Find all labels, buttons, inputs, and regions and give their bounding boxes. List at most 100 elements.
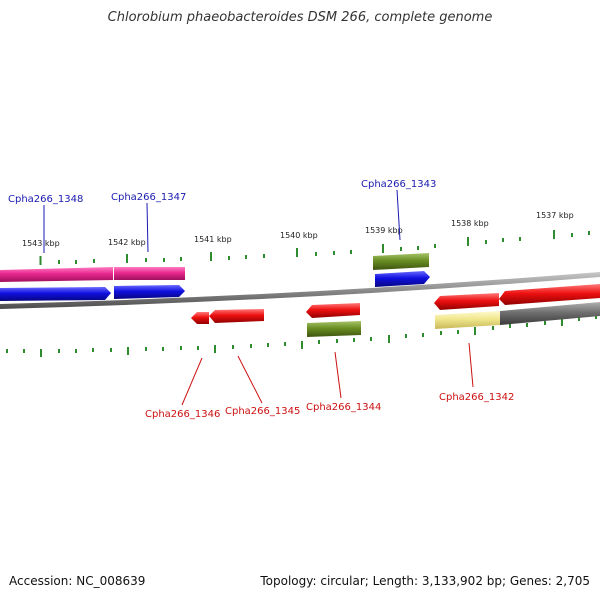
gene-arrow-red[interactable] [306,303,360,318]
tick-minor [228,256,230,260]
tick-minor [422,333,424,337]
tick-minor [145,347,147,351]
tick-major [553,230,555,239]
tick-minor [400,247,402,251]
label-leader-line [146,202,149,253]
tick-major [388,335,390,343]
gene-arrow-red[interactable] [499,284,600,305]
tick-minor [434,244,436,248]
tick-minor [267,343,269,347]
tick-minor [509,324,511,328]
tick-major [474,327,476,335]
gene-arrow-red[interactable] [434,293,499,310]
gene-arrow-blue[interactable] [375,271,430,287]
label-leader-line [181,357,203,406]
map-title: Chlorobium phaeobacteroides DSM 266, com… [107,10,493,25]
tick-minor [350,250,352,254]
accession-text: Accession: NC_008639 [9,574,146,588]
gene-label[interactable]: Cpha266_1347 [111,192,186,203]
tick-minor [162,347,164,351]
label-leader-line [396,189,401,241]
tick-label: 1540 kbp [280,231,318,240]
tick-minor [526,323,528,327]
gene-label[interactable]: Cpha266_1342 [439,392,514,403]
tick-label: 1537 kbp [536,211,574,220]
gene-arrow-olive[interactable] [307,321,361,337]
gene-label[interactable]: Cpha266_1345 [225,406,300,417]
gene-block-gray[interactable] [500,302,600,325]
tick-minor [405,334,407,338]
forward-gene-labels: Cpha266_1348 Cpha266_1347 Cpha266_1343 [8,179,436,205]
tick-minor [250,344,252,348]
genome-backbone [0,272,600,309]
reverse-genes [191,284,600,337]
label-leader-line [468,342,474,388]
upper-ticks [39,230,590,265]
tick-minor [93,259,95,263]
tick-major [467,237,469,246]
gene-arrow-blue[interactable] [114,285,185,299]
gene-arrow-olive[interactable] [373,253,429,270]
tick-major [127,347,129,355]
tick-minor [315,252,317,256]
tick-minor [180,346,182,350]
tick-minor [457,330,459,334]
forward-genes [0,253,430,301]
tick-major [561,318,563,326]
tick-minor [544,321,546,325]
tick-label: 1543 kbp [22,239,60,248]
gene-arrow-magenta[interactable] [114,267,185,280]
tick-minor [284,342,286,346]
forward-leaders [43,189,401,253]
label-leader-line [237,355,263,404]
tick-minor [440,331,442,335]
lower-ticks [6,315,597,357]
tick-minor [519,237,521,241]
tick-major [40,349,42,357]
tick-minor [6,349,8,353]
tick-labels: 1543 kbp 1542 kbp 1541 kbp 1540 kbp 1539… [22,211,574,248]
tick-minor [571,233,573,237]
tick-major [210,252,212,261]
tick-major [382,244,384,253]
tick-minor [417,246,419,250]
label-leader-line [334,351,342,399]
tick-minor [578,317,580,321]
tick-major [301,341,303,349]
tick-minor [75,260,77,264]
tick-minor [23,349,25,353]
tick-minor [110,348,112,352]
tick-minor [145,258,147,262]
genome-stats-text: Topology: circular; Length: 3,133,902 bp… [260,574,590,588]
tick-minor [333,251,335,255]
tick-major [126,254,128,263]
gene-label[interactable]: Cpha266_1346 [145,409,220,420]
tick-minor [318,340,320,344]
gene-arrow-red[interactable] [209,309,264,323]
tick-minor [58,349,60,353]
tick-minor [588,231,590,235]
gene-label[interactable]: Cpha266_1344 [306,402,381,413]
gene-label[interactable]: Cpha266_1348 [8,194,83,205]
tick-major [39,256,42,265]
tick-minor [163,258,165,262]
tick-minor [197,346,199,350]
gene-arrow-red[interactable] [191,312,209,324]
tick-minor [485,240,487,244]
tick-minor [180,257,182,261]
tick-label: 1538 kbp [451,219,489,228]
gene-block-pale-yellow[interactable] [435,311,500,329]
reverse-gene-labels: Cpha266_1346 Cpha266_1345 Cpha266_1344 C… [145,392,514,420]
tick-minor [492,326,494,330]
tick-minor [58,260,60,264]
gene-label[interactable]: Cpha266_1343 [361,179,436,190]
tick-minor [595,315,597,319]
tick-minor [502,238,504,242]
tick-minor [370,337,372,341]
tick-major [214,345,216,353]
tick-minor [263,254,265,258]
tick-label: 1541 kbp [194,235,232,244]
gene-arrow-blue[interactable] [0,287,111,301]
gene-arrow-magenta[interactable] [0,267,113,282]
